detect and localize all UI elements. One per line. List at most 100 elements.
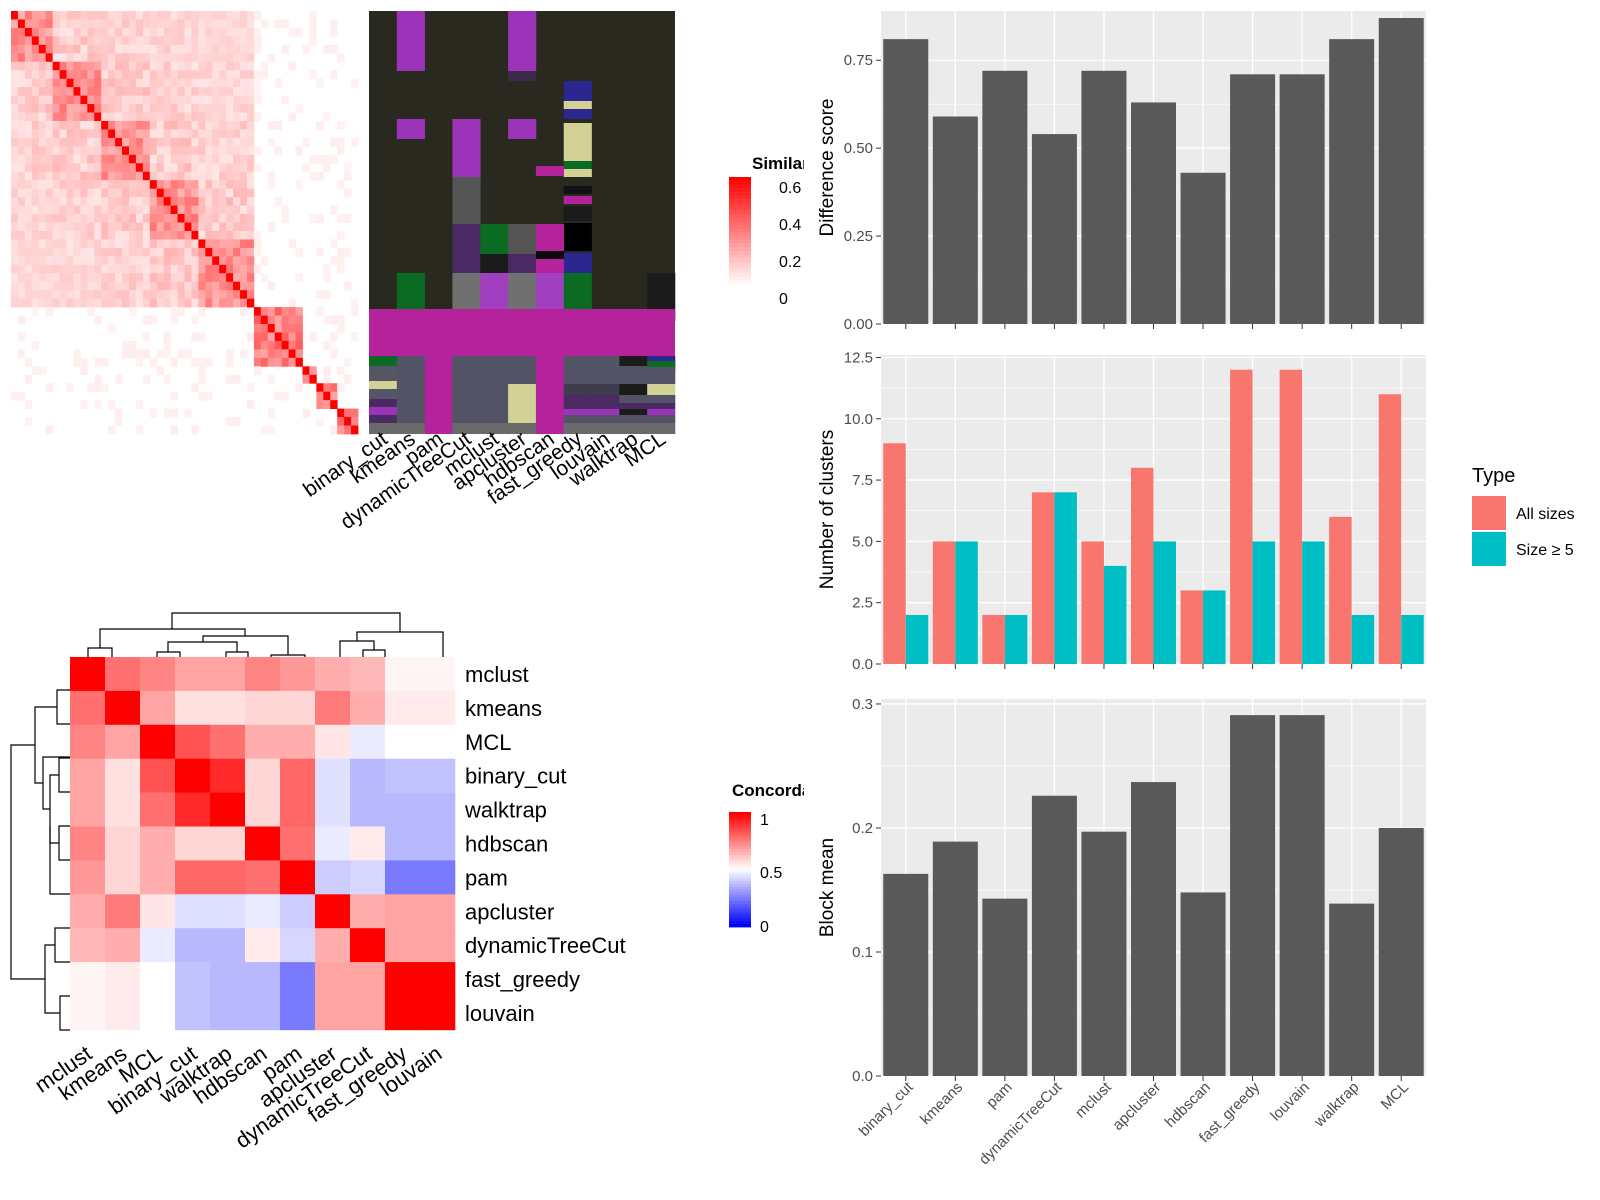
similarity-cell <box>80 44 88 54</box>
similarity-cell <box>309 154 317 164</box>
similarity-cell <box>73 298 81 308</box>
similarity-cell <box>87 188 95 198</box>
similarity-cell <box>128 247 137 257</box>
similarity-cell <box>253 87 262 96</box>
similarity-cell <box>212 11 220 20</box>
similarity-cell <box>122 281 130 291</box>
similarity-cell <box>177 129 185 139</box>
similarity-cell <box>101 171 109 181</box>
similarity-cell <box>142 27 151 37</box>
similarity-cell <box>38 171 47 181</box>
similarity-cell <box>17 120 26 130</box>
similarity-cell <box>177 78 185 88</box>
similarity-cell <box>122 78 130 88</box>
similarity-cell <box>94 87 102 96</box>
similarity-cell <box>128 19 137 29</box>
similarity-cell <box>205 214 213 223</box>
similarity-cell <box>24 44 33 54</box>
concordance-legend-step <box>729 869 751 873</box>
similarity-cell <box>11 44 19 54</box>
similarity-cell <box>240 349 248 359</box>
similarity-cell <box>246 171 255 181</box>
similarity-cell <box>115 61 123 71</box>
similarity-cell <box>94 247 102 257</box>
concordance-cell <box>315 690 351 726</box>
similarity-cell <box>351 78 359 88</box>
similarity-cell <box>17 36 26 46</box>
similarity-cell <box>73 264 81 274</box>
similarity-cell <box>135 171 144 181</box>
similarity-cell <box>177 19 185 29</box>
bar-size5 <box>905 614 929 664</box>
similarity-cell <box>191 27 199 37</box>
similarity-cell <box>177 112 185 122</box>
similarity-cell <box>191 120 199 130</box>
cluster-cell <box>647 423 676 434</box>
similarity-cell <box>94 230 102 240</box>
similarity-cell <box>115 171 123 181</box>
similarity-cell <box>309 27 317 37</box>
similarity-cell <box>212 112 220 122</box>
similarity-cell <box>38 290 47 300</box>
similarity-cell <box>45 154 54 164</box>
concordance-legend-step <box>729 883 751 888</box>
similarity-cell <box>240 307 248 316</box>
similarity-cell <box>11 171 19 181</box>
similarity-cell <box>253 324 262 333</box>
similarity-cell <box>177 349 185 359</box>
similarity-cell <box>316 400 324 410</box>
cluster-cell <box>508 71 537 81</box>
similarity-cell <box>122 188 130 198</box>
similarity-cell <box>260 307 269 316</box>
similarity-cell <box>295 146 303 156</box>
similarity-cell <box>246 256 255 266</box>
concordance-legend-step <box>729 898 751 902</box>
bar <box>1131 102 1176 324</box>
type-legend-key-size5 <box>1472 532 1506 566</box>
similarity-cell <box>31 247 40 257</box>
similarity-cell <box>316 78 324 88</box>
similarity-cell <box>38 247 47 257</box>
similarity-cell <box>260 324 269 333</box>
similarity-cell <box>316 247 324 257</box>
similarity-cell <box>24 197 33 206</box>
similarity-cell <box>330 391 338 401</box>
similarity-cell <box>212 19 220 29</box>
similarity-cell <box>149 222 158 232</box>
similarity-cell <box>219 154 227 164</box>
similarity-cell <box>24 53 33 63</box>
similarity-cell <box>17 264 26 274</box>
similarity-cell <box>31 95 40 105</box>
similarity-cell <box>45 70 54 80</box>
concordance-row-label: mclust <box>465 662 529 687</box>
similarity-cell <box>80 366 88 376</box>
similarity-cell <box>351 425 359 435</box>
similarity-cell <box>149 27 158 37</box>
similarity-cell <box>24 78 33 88</box>
similarity-cell <box>45 298 54 308</box>
similarity-cell <box>17 298 26 308</box>
similarity-cell <box>163 340 172 350</box>
similarity-cell <box>288 307 296 316</box>
similarity-cell <box>246 11 255 20</box>
similarity-cell <box>233 256 241 266</box>
similarity-cell <box>246 104 255 113</box>
similarity-cell <box>142 171 151 181</box>
similarity-cell <box>80 239 88 249</box>
similarity-cell <box>260 70 269 80</box>
similarity-cell <box>45 239 54 249</box>
similarity-cell <box>156 112 165 122</box>
similarity-cell <box>31 53 40 63</box>
similarity-cell <box>115 247 123 257</box>
similarity-cell <box>142 197 151 206</box>
similarity-cell <box>191 239 199 249</box>
similarity-cell <box>156 44 165 54</box>
concordance-cell <box>210 928 246 963</box>
similarity-cell <box>191 281 199 291</box>
similarity-cell <box>31 87 40 96</box>
similarity-cell <box>267 332 276 342</box>
similarity-cell <box>163 298 172 308</box>
similarity-cell <box>184 11 192 20</box>
similarity-cell <box>73 104 81 113</box>
similarity-cell <box>281 332 289 342</box>
